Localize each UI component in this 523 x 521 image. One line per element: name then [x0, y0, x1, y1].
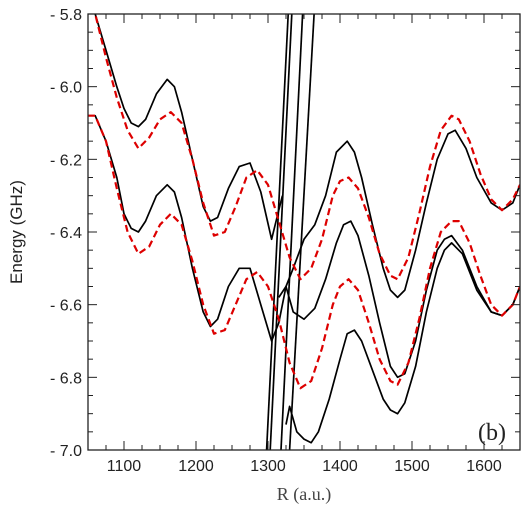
y-tick-label: - 6.4 [50, 225, 82, 242]
y-tick-label: - 5.8 [50, 7, 82, 24]
x-tick-label: 1200 [178, 458, 214, 475]
x-axis-label: R (a.u.) [277, 484, 331, 505]
series-line-3 [278, 220, 520, 379]
y-tick-label: - 7.0 [50, 443, 82, 460]
x-tick-label: 1300 [250, 458, 286, 475]
series-layer [88, 14, 520, 450]
series-line-8 [288, 14, 315, 450]
series-line-5 [265, 14, 290, 450]
x-tick-label: 1500 [394, 458, 430, 475]
x-tick-label: 1600 [466, 458, 502, 475]
plot-background [88, 14, 520, 450]
y-axis-label: Energy (GHz) [7, 180, 26, 284]
series-line-7 [280, 14, 304, 450]
ticks-layer: 1100 1200 1300 1400 1500 1600 - 7.0 - 6.8 - 6.6 -… [50, 7, 521, 475]
series-line-6 [269, 14, 293, 450]
y-tick-label: - 6.8 [50, 370, 82, 387]
series-line-10 [88, 114, 520, 390]
series-line-4 [285, 242, 520, 444]
panel-label: (b) [478, 420, 506, 446]
y-tick-label: - 6.6 [50, 298, 82, 315]
y-tick-label: - 6.2 [50, 152, 82, 169]
series-line-2 [88, 114, 520, 342]
series-line-9 [94, 14, 520, 281]
x-tick-label: 1100 [107, 458, 142, 475]
y-tick-label: - 6.0 [50, 80, 82, 97]
x-tick-label: 1400 [322, 458, 358, 475]
